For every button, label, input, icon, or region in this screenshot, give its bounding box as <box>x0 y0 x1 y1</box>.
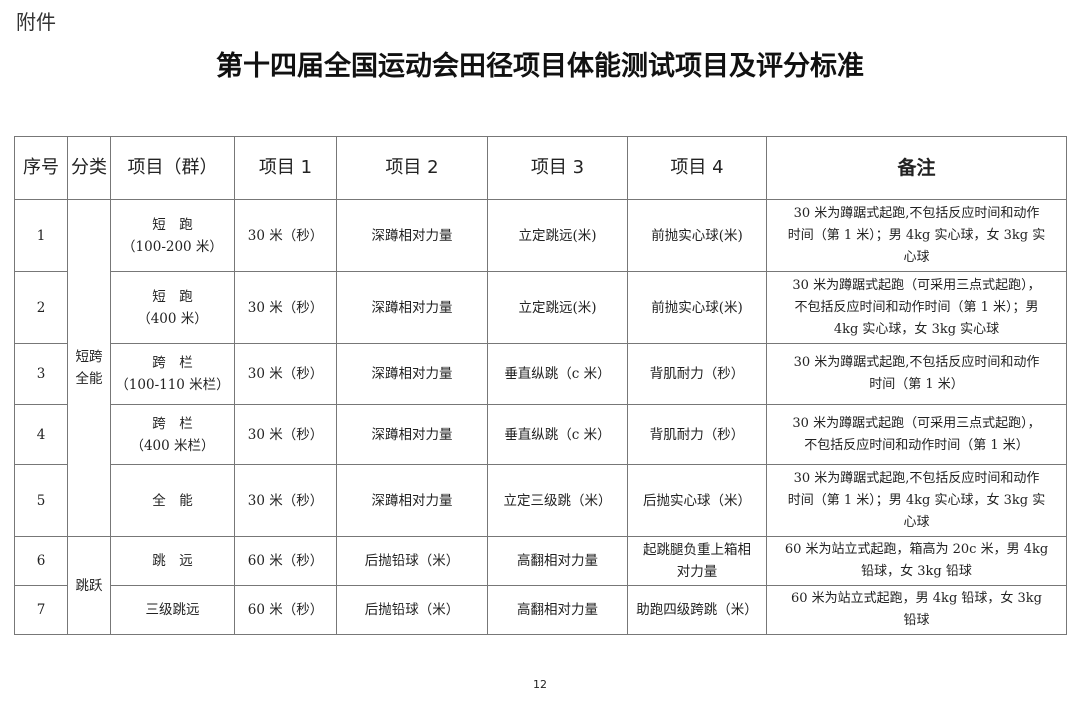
cell-remark: 30 米为蹲踞式起跑（可采用三点式起跑）， 不包括反应时间和动作时间（第 1 米… <box>766 271 1067 344</box>
cell-item2: 深蹲相对力量 <box>336 343 488 405</box>
table-row: 7 三级跳远 60 米（秒） 后抛铅球（米） 高翻相对力量 助跑四级跨跳（米） … <box>14 585 1067 635</box>
table-row: 3 跨 栏 （100-110 米栏） 30 米（秒） 深蹲相对力量 垂直纵跳（c… <box>14 343 1067 405</box>
cell-remark: 60 米为站立式起跑，箱高为 20c 米，男 4kg 铅球，女 3kg 铅球 <box>766 536 1067 586</box>
cell-item3: 立定三级跳（米） <box>487 464 628 537</box>
cell-group: 跳 远 <box>110 536 235 586</box>
cell-item2: 深蹲相对力量 <box>336 199 488 272</box>
cell-category: 短跨 全能 <box>67 199 111 537</box>
cell-no: 2 <box>14 271 68 344</box>
cell-item4: 背肌耐力（秒） <box>627 404 767 465</box>
table-row: 4 跨 栏 （400 米栏） 30 米（秒） 深蹲相对力量 垂直纵跳（c 米） … <box>14 404 1067 465</box>
cell-item1: 30 米（秒） <box>234 343 337 405</box>
cell-no: 3 <box>14 343 68 405</box>
table-row: 1 短跨 全能 短 跑 （100-200 米） 30 米（秒） 深蹲相对力量 立… <box>14 199 1067 537</box>
cell-item3: 垂直纵跳（c 米） <box>487 404 628 465</box>
cell-no: 5 <box>14 464 68 537</box>
cell-item4: 后抛实心球（米） <box>627 464 767 537</box>
header-category: 分类 <box>67 136 111 200</box>
cell-no: 7 <box>14 585 68 635</box>
cell-item2: 后抛铅球（米） <box>336 585 488 635</box>
table-row: 5 全 能 30 米（秒） 深蹲相对力量 立定三级跳（米） 后抛实心球（米） 3… <box>14 464 1067 537</box>
cell-item4: 助跑四级跨跳（米） <box>627 585 767 635</box>
cell-no: 1 <box>14 199 68 272</box>
cell-item3: 立定跳远(米) <box>487 271 628 344</box>
attachment-label: 附件 <box>16 10 56 34</box>
table-row: 6 跳跃 跳 远 60 米（秒） 后抛铅球（米） 高翻相对力量 起跳腿负重上箱相… <box>14 536 1067 635</box>
page-number: 12 <box>533 678 547 691</box>
header-item4: 项目 4 <box>627 136 767 200</box>
table-header-row: 序号 分类 项目（群） 项目 1 项目 2 项目 3 项目 4 备注 <box>14 136 1067 200</box>
header-no: 序号 <box>14 136 68 200</box>
cell-item1: 60 米（秒） <box>234 585 337 635</box>
cell-no: 4 <box>14 404 68 465</box>
cell-item2: 深蹲相对力量 <box>336 271 488 344</box>
cell-category: 跳跃 <box>67 536 111 635</box>
cell-item1: 30 米（秒） <box>234 271 337 344</box>
header-item3: 项目 3 <box>487 136 628 200</box>
table-row: 2 短 跑 （400 米） 30 米（秒） 深蹲相对力量 立定跳远(米) 前抛实… <box>14 271 1067 344</box>
cell-remark: 30 米为蹲踞式起跑,不包括反应时间和动作 时间（第 1 米）；男 4kg 实心… <box>766 464 1067 537</box>
header-item1: 项目 1 <box>234 136 337 200</box>
cell-group: 短 跑 （400 米） <box>110 271 235 344</box>
cell-group: 三级跳远 <box>110 585 235 635</box>
header-remark: 备注 <box>766 136 1067 200</box>
cell-item3: 高翻相对力量 <box>487 536 628 586</box>
cell-group: 全 能 <box>110 464 235 537</box>
cell-item4: 起跳腿负重上箱相 对力量 <box>627 536 767 586</box>
cell-remark: 30 米为蹲踞式起跑,不包括反应时间和动作 时间（第 1 米）；男 4kg 实心… <box>766 199 1067 272</box>
cell-item4: 前抛实心球(米) <box>627 271 767 344</box>
cell-item1: 30 米（秒） <box>234 464 337 537</box>
cell-item3: 立定跳远(米) <box>487 199 628 272</box>
cell-no: 6 <box>14 536 68 586</box>
cell-group: 短 跑 （100-200 米） <box>110 199 235 272</box>
cell-item2: 深蹲相对力量 <box>336 464 488 537</box>
cell-item1: 30 米（秒） <box>234 199 337 272</box>
cell-item3: 垂直纵跳（c 米） <box>487 343 628 405</box>
cell-remark: 30 米为蹲踞式起跑（可采用三点式起跑）， 不包括反应时间和动作时间（第 1 米… <box>766 404 1067 465</box>
cell-group: 跨 栏 （100-110 米栏） <box>110 343 235 405</box>
cell-item2: 后抛铅球（米） <box>336 536 488 586</box>
header-item2: 项目 2 <box>336 136 488 200</box>
cell-item4: 背肌耐力（秒） <box>627 343 767 405</box>
cell-remark: 30 米为蹲踞式起跑,不包括反应时间和动作 时间（第 1 米） <box>766 343 1067 405</box>
cell-item2: 深蹲相对力量 <box>336 404 488 465</box>
cell-item3: 高翻相对力量 <box>487 585 628 635</box>
cell-item1: 30 米（秒） <box>234 404 337 465</box>
cell-remark: 60 米为站立式起跑，男 4kg 铅球，女 3kg 铅球 <box>766 585 1067 635</box>
cell-group: 跨 栏 （400 米栏） <box>110 404 235 465</box>
standards-table: 序号 分类 项目（群） 项目 1 项目 2 项目 3 项目 4 备注 1 短跨 … <box>14 136 1067 635</box>
header-group: 项目（群） <box>110 136 235 200</box>
cell-item1: 60 米（秒） <box>234 536 337 586</box>
page-title: 第十四届全国运动会田径项目体能测试项目及评分标准 <box>216 51 864 82</box>
cell-item4: 前抛实心球(米) <box>627 199 767 272</box>
